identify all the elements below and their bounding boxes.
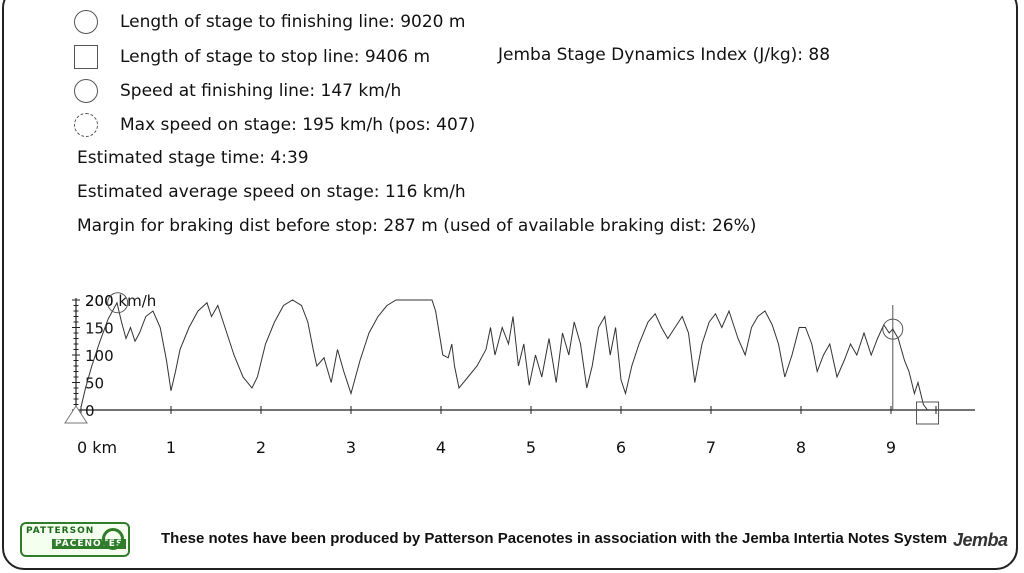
stage-time: Estimated stage time: 4:39 <box>77 148 309 168</box>
y-tick-label-150: 150 <box>85 320 114 338</box>
y-tick-label-0: 0 <box>85 402 95 420</box>
x-tick-label-1: 1 <box>166 438 176 457</box>
x-tick-label-2: 2 <box>256 438 266 457</box>
patterson-pacenotes-logo: PATTERSON PACENOTES <box>20 522 130 557</box>
start-triangle-icon <box>64 405 88 424</box>
legend-finish-line: Length of stage to finishing line: 9020 … <box>74 7 465 37</box>
x-tick-label-4: 4 <box>436 438 446 457</box>
logo-text-bottom: PACENOTES <box>52 539 127 549</box>
x-tick-label-0: 0 km <box>77 438 117 457</box>
stop-line-marker <box>916 401 940 425</box>
stop-line-square-icon <box>74 45 98 69</box>
x-tick-label-6: 6 <box>616 438 626 457</box>
finish-line-circle-icon <box>74 10 98 34</box>
x-tick-label-3: 3 <box>346 438 356 457</box>
braking-margin: Margin for braking dist before stop: 287… <box>77 216 757 236</box>
legend-text-finish-speed: Speed at finishing line: 147 km/h <box>120 81 402 101</box>
speed-series-line <box>80 299 928 411</box>
x-tick-label-5: 5 <box>526 438 536 457</box>
legend-text-stop-line: Length of stage to stop line: 9406 m <box>120 47 431 67</box>
y-unit-label: 200 km/h <box>85 292 156 310</box>
y-tick-label-200: 200 <box>85 292 114 310</box>
legend-text-max-speed: Max speed on stage: 195 km/h (pos: 407) <box>120 115 476 135</box>
x-tick-label-8: 8 <box>796 438 806 457</box>
average-speed: Estimated average speed on stage: 116 km… <box>77 182 466 202</box>
legend-finish-speed: Speed at finishing line: 147 km/h <box>74 76 401 106</box>
finish-speed-circle-icon <box>74 79 98 103</box>
legend-text-finish-line: Length of stage to finishing line: 9020 … <box>120 12 466 32</box>
footer-notes-text: These notes have been produced by Patter… <box>161 530 948 547</box>
max-speed-marker <box>107 292 129 314</box>
logo-ring-icon <box>102 528 124 550</box>
legend-stop-line: Length of stage to stop line: 9406 m <box>74 42 430 72</box>
y-tick-label-50: 50 <box>85 375 104 393</box>
legend-max-speed: Max speed on stage: 195 km/h (pos: 407) <box>74 110 475 140</box>
x-tick-label-9: 9 <box>886 438 896 457</box>
finish-speed-marker <box>882 318 904 340</box>
x-tick-label-7: 7 <box>706 438 716 457</box>
dynamics-index: Jemba Stage Dynamics Index (J/kg): 88 <box>498 45 831 65</box>
logo-text-top: PATTERSON <box>26 526 95 536</box>
jemba-logo: Jemba <box>953 530 1008 550</box>
y-tick-label-100: 100 <box>85 347 114 365</box>
max-speed-dashed-circle-icon <box>74 113 98 137</box>
